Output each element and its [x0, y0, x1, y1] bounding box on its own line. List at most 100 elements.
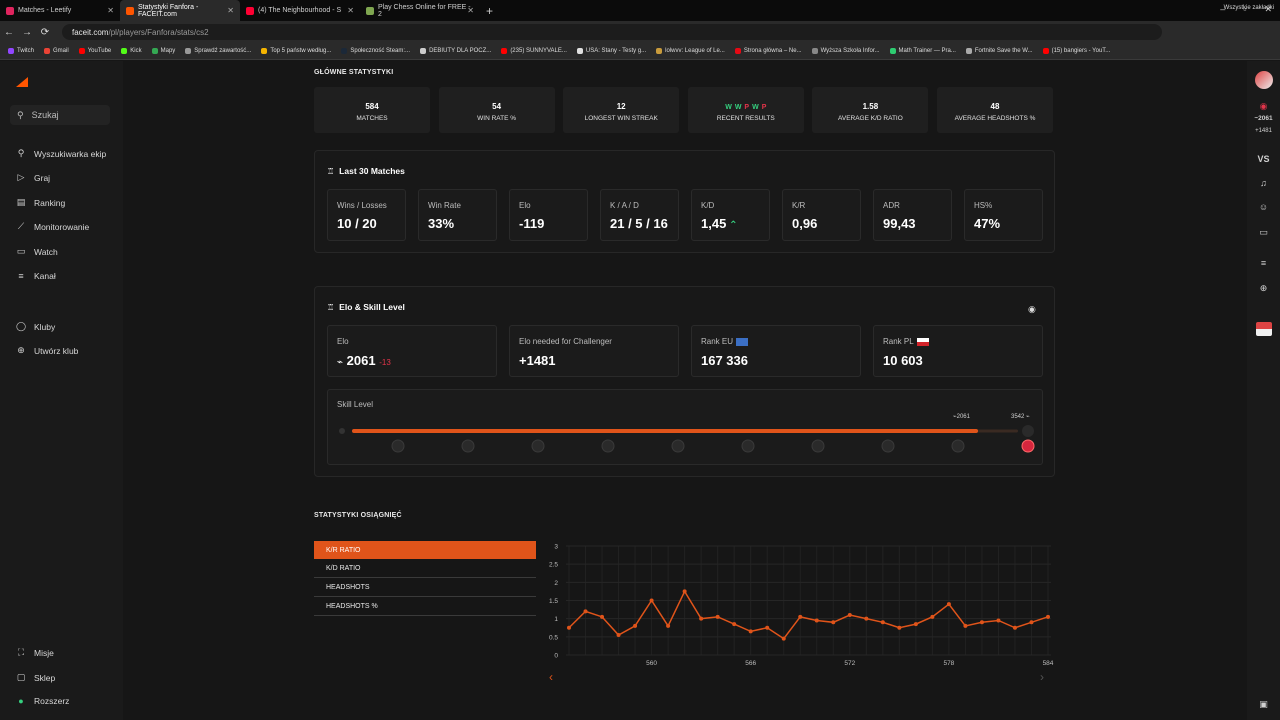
back-icon[interactable]: ←: [4, 26, 14, 38]
faceit-logo[interactable]: [16, 77, 28, 87]
browser-tab[interactable]: Play Chess Online for FREE - 2 ✕: [360, 0, 480, 21]
achievement-tab[interactable]: HEADSHOTS %: [314, 598, 536, 616]
chart-prev-button[interactable]: ‹: [549, 670, 553, 684]
bookmark-item[interactable]: Społeczność Steam:...: [341, 48, 410, 54]
bookmark-item[interactable]: Kick: [121, 48, 142, 54]
bookmark-item[interactable]: (235) SUNNYVALE...: [501, 48, 567, 54]
data-point[interactable]: [666, 623, 671, 628]
achievement-tab[interactable]: HEADSHOTS: [314, 579, 536, 597]
data-point[interactable]: [913, 622, 918, 627]
sidebar-item[interactable]: ◯ Kluby: [16, 321, 55, 332]
skill-level-label: Skill Level: [337, 400, 374, 409]
bookmark-item[interactable]: USA: Stany - Testy g...: [576, 48, 646, 54]
search-input[interactable]: ⚲ Szukaj: [10, 105, 110, 125]
data-point[interactable]: [715, 614, 720, 619]
add-icon[interactable]: ⊕: [1259, 283, 1268, 293]
data-point[interactable]: [1012, 625, 1017, 630]
achievement-tab[interactable]: K/R RATIO: [314, 541, 536, 559]
browser-tab[interactable]: Statystyki Fanfora - FACEIT.com ✕: [120, 0, 240, 21]
sidebar-item[interactable]: ≡ Kanał: [16, 271, 55, 281]
bookmark-item[interactable]: lolwvv: League of Le...: [656, 48, 725, 54]
browser-tab[interactable]: Matches - Leetify ✕: [0, 0, 120, 21]
data-point[interactable]: [930, 614, 935, 619]
data-point[interactable]: [979, 620, 984, 625]
data-point[interactable]: [880, 620, 885, 625]
friends-icon[interactable]: ☺: [1258, 202, 1269, 212]
data-point[interactable]: [732, 622, 737, 627]
data-point[interactable]: [946, 602, 951, 607]
avatar[interactable]: [1247, 71, 1280, 91]
bookmark-item[interactable]: Math Trainer — Pra...: [889, 48, 956, 54]
support-icon[interactable]: ▣: [1259, 699, 1268, 709]
vs-icon[interactable]: VS: [1257, 154, 1270, 164]
chat-icon[interactable]: ▭: [1259, 227, 1268, 237]
bookmark-item[interactable]: DEBIUTY DLA POCZ...: [420, 48, 491, 54]
data-point[interactable]: [699, 616, 704, 621]
tab-close-icon[interactable]: ✕: [227, 6, 234, 15]
maximize-icon[interactable]: ▫: [1243, 4, 1247, 14]
sidebar-item[interactable]: ▤ Ranking: [16, 197, 65, 208]
bell-icon[interactable]: ♫: [1260, 178, 1267, 188]
data-point[interactable]: [814, 618, 819, 623]
bookmark-item[interactable]: Sprawdź zawartość...: [185, 48, 251, 54]
tab-close-icon[interactable]: ✕: [107, 6, 114, 15]
all-bookmarks[interactable]: Wszystkie zakładki: [1223, 5, 1274, 11]
sidebar-item[interactable]: ⚲ Wyszukiwarka ekip: [16, 148, 107, 159]
data-point[interactable]: [897, 625, 902, 630]
data-point[interactable]: [583, 609, 588, 614]
data-point[interactable]: [1029, 620, 1034, 625]
data-point[interactable]: [864, 616, 869, 621]
party-icon[interactable]: ≡: [1260, 258, 1267, 268]
close-window-icon[interactable]: ✕: [1264, 4, 1272, 14]
data-point[interactable]: [831, 620, 836, 625]
sidebar-bottom-item[interactable]: ⛶ Misje: [16, 647, 54, 658]
data-point[interactable]: [649, 598, 654, 603]
sidebar-item[interactable]: ▭ Watch: [16, 246, 58, 257]
game-icon[interactable]: [1247, 322, 1280, 338]
bookmark-item[interactable]: Strona główna – Ne...: [734, 48, 802, 54]
data-point[interactable]: [616, 633, 621, 638]
data-point[interactable]: [1046, 614, 1050, 619]
data-point[interactable]: [748, 629, 753, 634]
bookmark-item[interactable]: Fortnite Save the W...: [965, 48, 1033, 54]
bookmark-item[interactable]: Wyższa Szkoła Infor...: [811, 48, 880, 54]
bookmark-item[interactable]: Gmail: [44, 48, 69, 54]
data-point[interactable]: [633, 623, 638, 628]
main-content: GŁÓWNE STATYSTYKI 584 MATCHES 54 WIN RATE %…: [123, 61, 1247, 720]
sidebar-bottom-item[interactable]: ● Rozszerz: [16, 696, 69, 706]
bookmark-item[interactable]: YouTube: [78, 48, 111, 54]
minimize-icon[interactable]: –: [1220, 4, 1226, 14]
last30-label: Elo: [519, 201, 531, 210]
data-point[interactable]: [847, 613, 852, 618]
data-point[interactable]: [798, 614, 803, 619]
url-field[interactable]: faceit.com/pl/players/Fanfora/stats/cs2: [62, 24, 1162, 40]
bookmark-item[interactable]: Top 5 państw według...: [261, 48, 331, 54]
tab-close-icon[interactable]: ✕: [347, 6, 354, 15]
sidebar-item[interactable]: ⊕ Utwórz klub: [16, 345, 78, 356]
achievement-tab[interactable]: K/D RATIO: [314, 560, 536, 578]
eye-icon[interactable]: ◉: [1028, 304, 1036, 314]
tab-close-icon[interactable]: ✕: [467, 6, 474, 15]
bookmark-item[interactable]: Twitch: [8, 48, 34, 54]
sidebar-item[interactable]: ⟋ Monitorowanie: [16, 221, 89, 232]
data-point[interactable]: [567, 625, 571, 630]
data-point[interactable]: [963, 623, 968, 628]
new-tab-icon[interactable]: +: [486, 3, 494, 18]
bookmark-item[interactable]: Mapy: [151, 48, 175, 54]
browser-tab[interactable]: (4) The Neighbourhood - S ✕: [240, 0, 360, 21]
data-point[interactable]: [996, 618, 1001, 623]
data-point[interactable]: [781, 636, 786, 641]
data-point[interactable]: [600, 614, 605, 619]
last30-title: ♖ Last 30 Matches: [327, 166, 405, 176]
reload-icon[interactable]: ⟳: [40, 26, 50, 38]
sidebar-bottom-item[interactable]: ▢ Sklep: [16, 672, 56, 683]
chart-next-button[interactable]: ›: [1040, 670, 1044, 684]
bookmark-item[interactable]: (15) bangiers - YouT...: [1042, 48, 1110, 54]
kr-ratio-chart: 0 0.5 1 1.5 2 2.5 3 560 566 572 578 584: [549, 544, 1054, 668]
sidebar-item-label: Monitorowanie: [34, 221, 90, 232]
main-stat-value: 1.58: [862, 102, 879, 111]
forward-icon[interactable]: →: [22, 26, 32, 38]
data-point[interactable]: [765, 625, 770, 630]
data-point[interactable]: [682, 589, 687, 594]
sidebar-item[interactable]: ▷ Graj: [16, 172, 51, 183]
